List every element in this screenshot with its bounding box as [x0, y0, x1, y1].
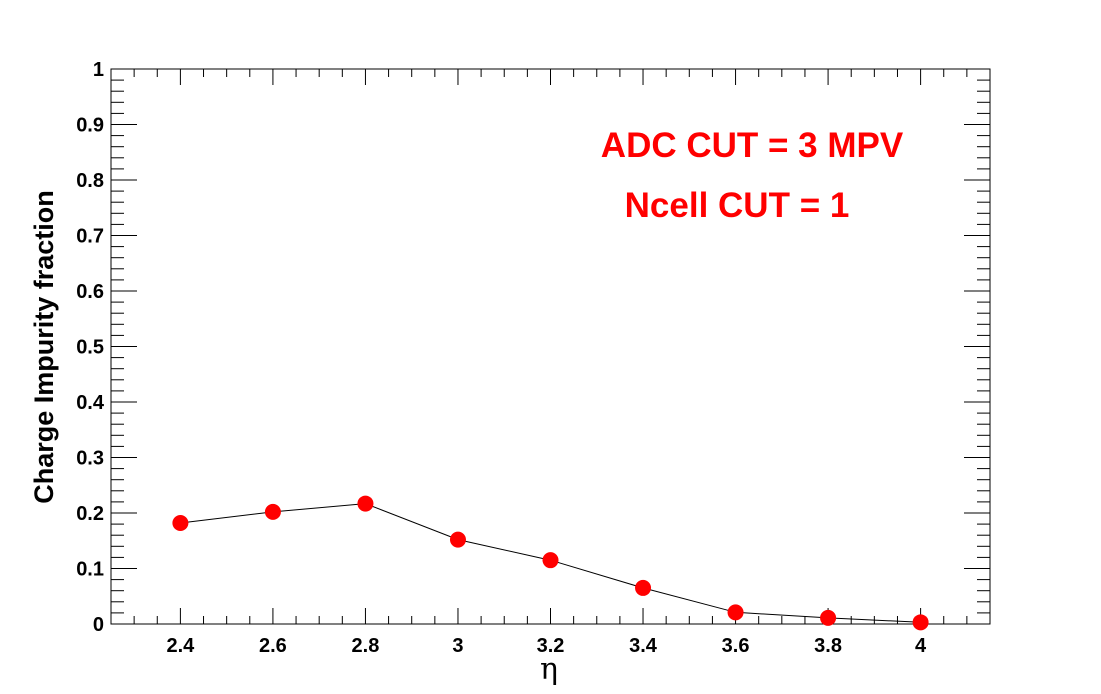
y-tick-label: 0.9: [76, 115, 104, 137]
x-tick-label: 4: [915, 635, 927, 657]
data-point: [264, 503, 281, 520]
x-tick-label: 3.8: [814, 635, 842, 657]
data-point: [172, 514, 189, 531]
annotation-ncell-cut: Ncell CUT = 1: [625, 186, 850, 225]
data-point: [542, 552, 559, 569]
x-tick-label: 2.4: [166, 635, 195, 657]
data-point: [912, 614, 929, 631]
data-point: [727, 604, 744, 621]
y-tick-label: 0.8: [76, 170, 104, 192]
data-point: [449, 531, 466, 548]
x-tick-label: 3.6: [722, 635, 750, 657]
data-point: [357, 495, 374, 512]
ticks: [110, 68, 991, 625]
x-tick-label: 3.4: [629, 635, 658, 657]
y-tick-labels: 0 0.1 0.2 0.3 0.4 0.5 0.6 0.7 0.8 0.9 1: [76, 59, 105, 636]
y-tick-label: 0.3: [76, 448, 104, 470]
y-tick-label: 0.6: [76, 281, 104, 303]
annotation-adc-cut: ADC CUT = 3 MPV: [601, 126, 904, 165]
data-point: [820, 609, 837, 626]
x-axis-title: η: [540, 652, 558, 687]
x-tick-label: 2.8: [352, 635, 380, 657]
y-tick-label: 0.2: [76, 503, 104, 525]
y-tick-label: 0.7: [76, 226, 104, 248]
y-tick-label: 0.1: [76, 559, 104, 581]
x-tick-label: 2.6: [259, 635, 287, 657]
x-tick-label: 3: [452, 635, 463, 657]
y-tick-label: 0.5: [76, 337, 104, 359]
data-points: [172, 495, 929, 631]
y-axis-title: Charge Impurity fraction: [29, 190, 59, 504]
x-tick-labels: 2.4 2.6 2.8 3 3.2 3.4 3.6 3.8 4: [166, 635, 927, 657]
y-tick-label: 0: [93, 614, 104, 636]
y-tick-label: 0.4: [76, 392, 105, 414]
y-tick-label: 1: [93, 59, 104, 81]
x-tick-label: 3.2: [537, 635, 565, 657]
data-point: [635, 579, 652, 596]
